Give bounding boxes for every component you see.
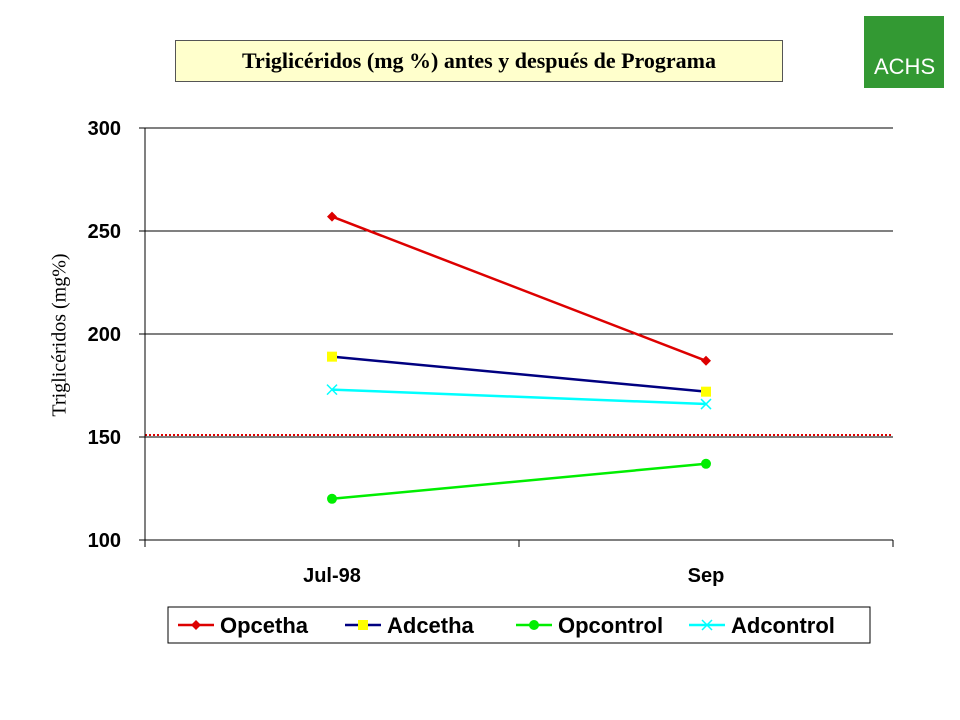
series-line-adcetha bbox=[331, 355, 707, 393]
data-point-adcetha bbox=[327, 351, 337, 362]
data-point-opcontrol bbox=[327, 493, 337, 504]
legend-entry-adcontrol: Adcontrol bbox=[689, 613, 835, 638]
x-tick-label: Sep bbox=[688, 565, 725, 587]
legend-marker bbox=[701, 619, 713, 631]
legend-label: Opcetha bbox=[220, 613, 309, 638]
data-point-opcontrol bbox=[701, 458, 711, 469]
data-point-opcetha bbox=[327, 211, 337, 222]
legend-marker bbox=[191, 620, 201, 630]
y-tick-label: 100 bbox=[88, 530, 121, 552]
legend-entry-opcetha: Opcetha bbox=[178, 613, 309, 638]
legend-label: Adcetha bbox=[387, 613, 475, 638]
y-tick-label: 150 bbox=[88, 427, 121, 449]
series-line-opcetha bbox=[331, 215, 707, 362]
y-tick-label: 250 bbox=[88, 221, 121, 243]
legend-marker bbox=[529, 620, 539, 630]
legend-entry-adcetha: Adcetha bbox=[345, 613, 475, 638]
series-line-opcontrol bbox=[331, 462, 707, 501]
achs-logo: ACHS bbox=[864, 16, 944, 88]
x-tick-label: Jul-98 bbox=[303, 565, 361, 587]
legend-label: Opcontrol bbox=[558, 613, 663, 638]
data-point-opcetha bbox=[701, 355, 711, 366]
y-tick-label: 300 bbox=[88, 118, 121, 140]
y-tick-label: 200 bbox=[88, 324, 121, 346]
series-line-adcontrol bbox=[331, 388, 707, 406]
chart-title: Triglicéridos (mg %) antes y después de … bbox=[175, 40, 783, 82]
legend-label: Adcontrol bbox=[731, 613, 835, 638]
data-point-adcontrol bbox=[326, 384, 338, 396]
data-point-adcetha bbox=[701, 386, 711, 397]
legend-entry-opcontrol: Opcontrol bbox=[516, 613, 663, 638]
data-point-adcontrol bbox=[700, 398, 712, 410]
legend-marker bbox=[358, 620, 368, 630]
